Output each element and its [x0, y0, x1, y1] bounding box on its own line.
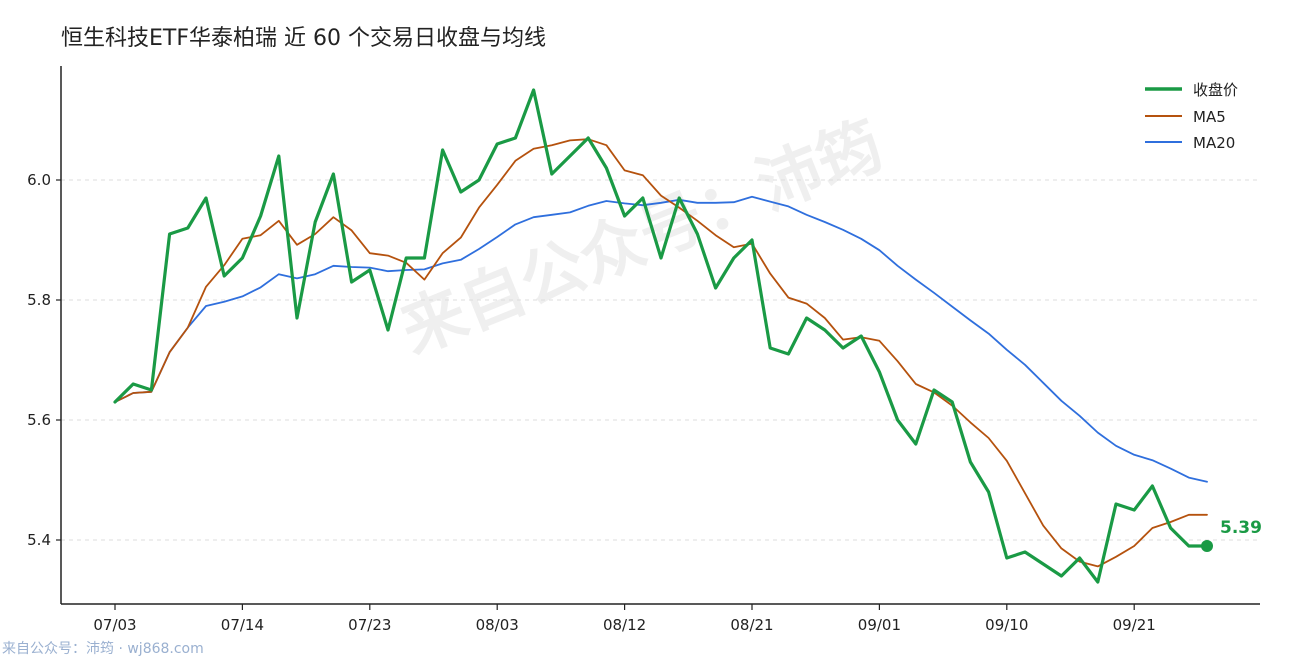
x-tick-label: 09/01 — [858, 616, 901, 634]
legend-label-ma20: MA20 — [1193, 134, 1235, 152]
axes — [60, 66, 1260, 605]
chart-title: 恒生科技ETF华泰柏瑞 近 60 个交易日收盘与均线 — [61, 26, 546, 51]
y-tick-label: 5.8 — [27, 291, 51, 309]
x-tick-label: 07/14 — [221, 616, 264, 634]
last-value-marker: 5.39 — [1201, 518, 1262, 552]
legend: 收盘价 MA5 MA20 — [1145, 81, 1238, 152]
watermark: 来自公众号：沛筠 — [391, 108, 893, 368]
series-lines — [113, 88, 1209, 584]
last-point-dot — [1201, 540, 1213, 552]
series-line-ma5 — [114, 138, 1208, 568]
footer-note: 来自公众号：沛筠 · wj868.com — [2, 641, 204, 657]
legend-label-ma5: MA5 — [1193, 108, 1226, 126]
legend-label-close: 收盘价 — [1193, 81, 1238, 99]
x-tick-label: 08/21 — [730, 616, 773, 634]
y-tick-label: 5.4 — [27, 531, 51, 549]
x-ticks: 07/03 07/14 07/23 08/03 08/12 08/21 09/01 09/10… — [93, 604, 1156, 634]
y-tick-label: 5.6 — [27, 411, 51, 429]
last-value-label: 5.39 — [1220, 518, 1262, 538]
x-tick-label: 09/10 — [985, 616, 1028, 634]
series-line-close — [113, 88, 1209, 584]
x-tick-label: 09/21 — [1113, 616, 1156, 634]
x-tick-label: 08/03 — [476, 616, 519, 634]
x-tick-label: 07/23 — [348, 616, 391, 634]
series-line-ma20 — [114, 195, 1208, 483]
x-tick-label: 07/03 — [93, 616, 136, 634]
y-tick-label: 6.0 — [27, 171, 51, 189]
y-ticks: 5.4 5.6 5.8 6.0 — [27, 171, 61, 549]
x-tick-label: 08/12 — [603, 616, 646, 634]
